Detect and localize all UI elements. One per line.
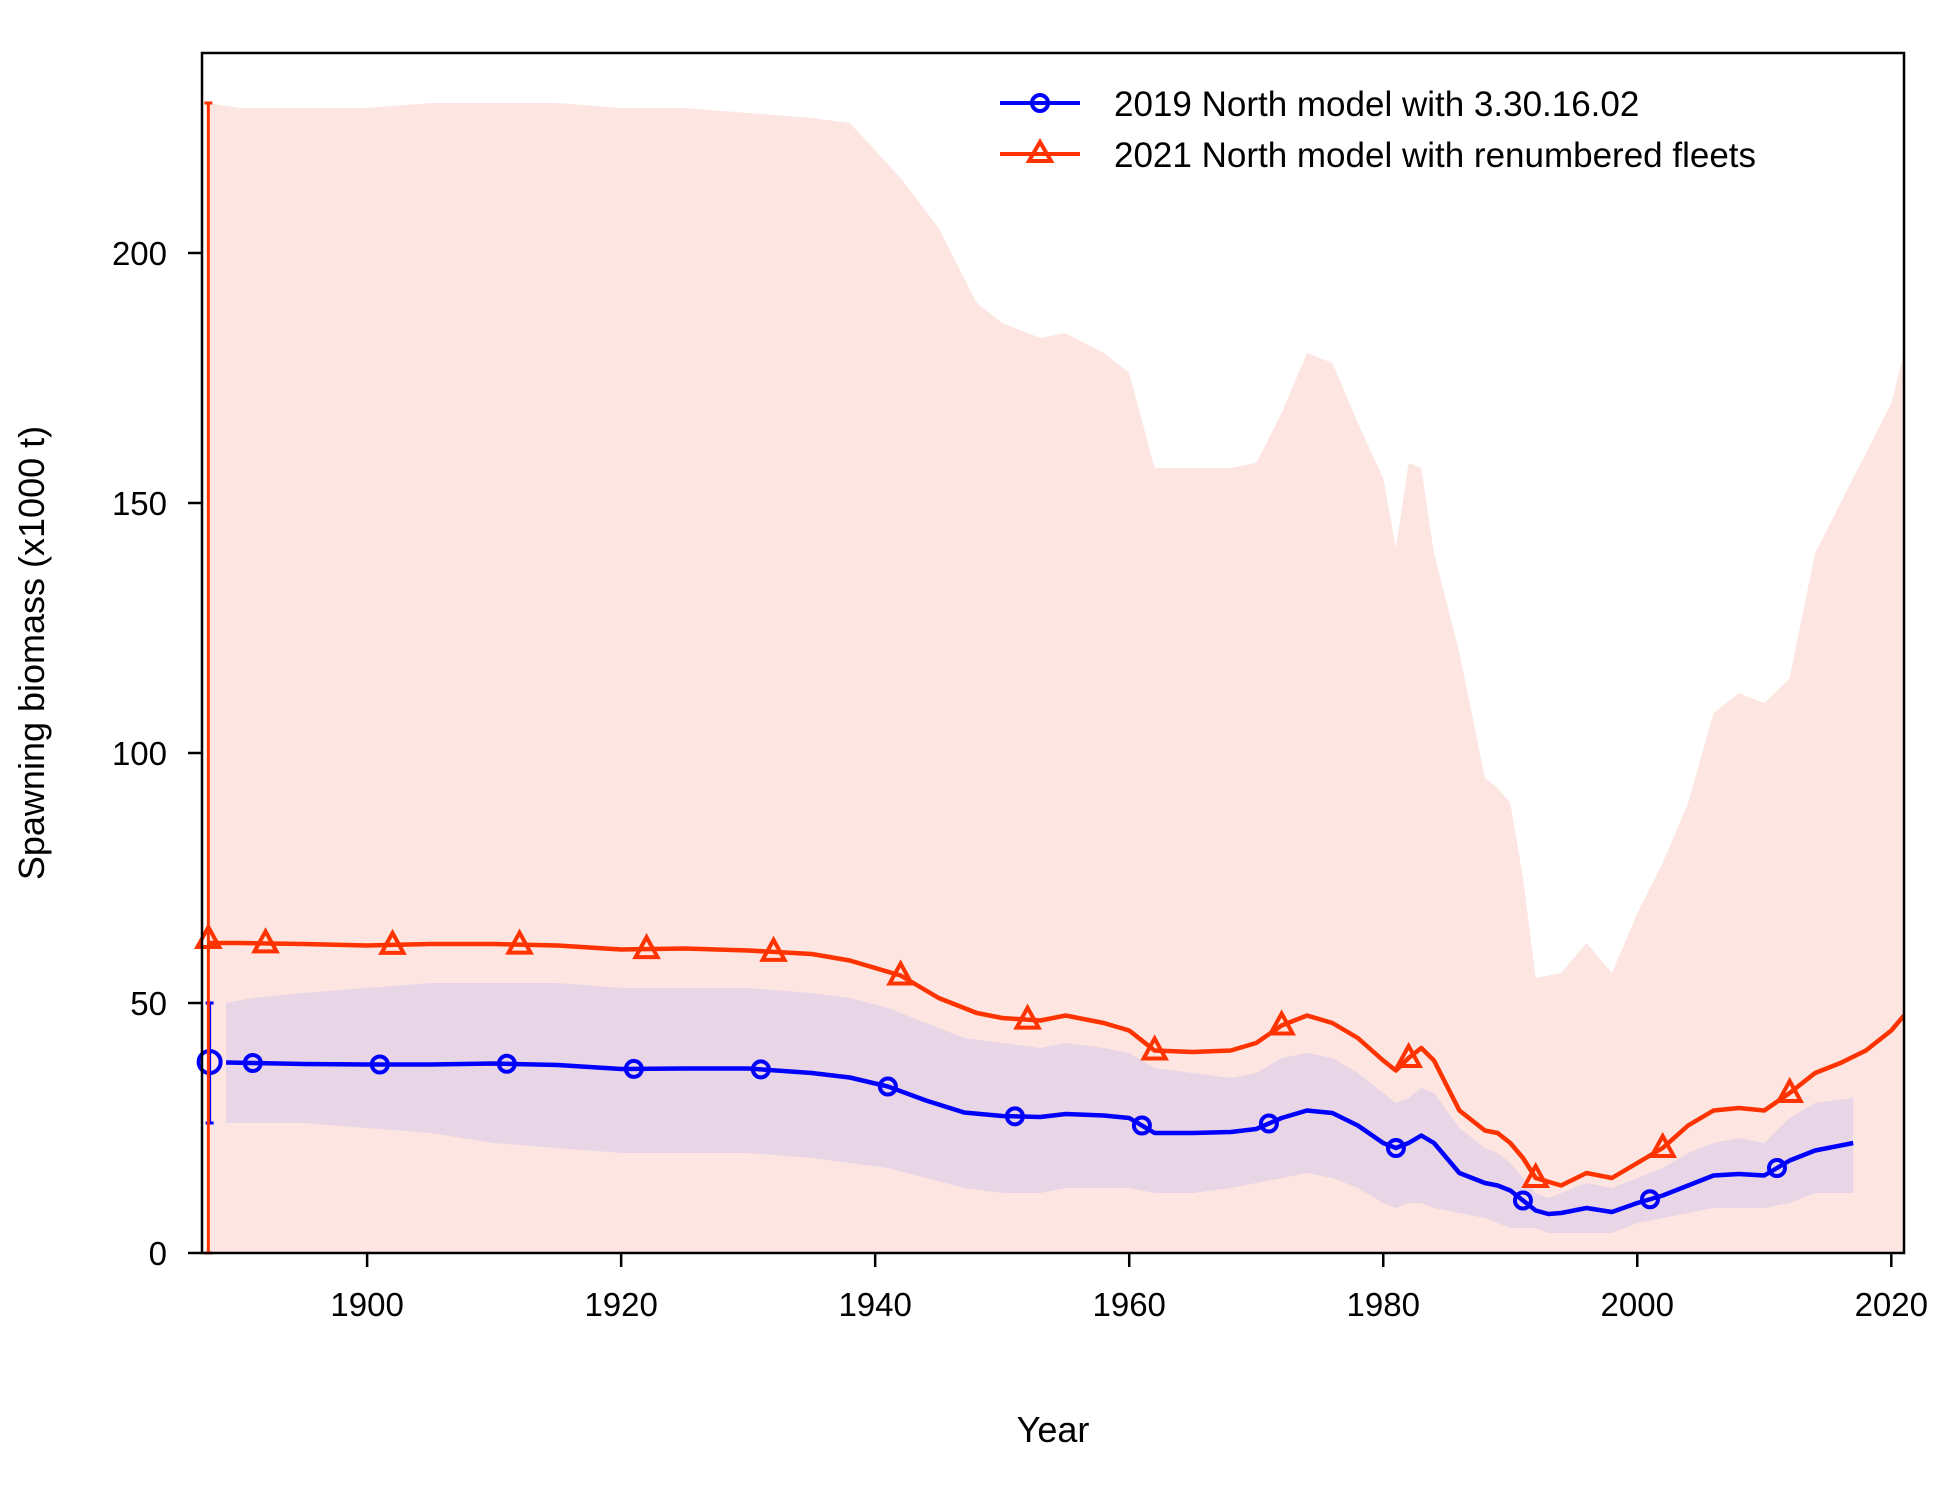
data-point-0-13 <box>1766 1158 1787 1178</box>
data-point-0-4 <box>623 1058 644 1079</box>
confidence-band-0 <box>226 983 1854 1233</box>
data-point-1-2 <box>378 928 407 955</box>
series-lines <box>208 940 1904 1217</box>
x-tick-label: 2020 <box>1855 1286 1928 1323</box>
x-tick-label: 1980 <box>1347 1286 1420 1323</box>
legend-marker-2021 <box>1025 138 1055 163</box>
data-point-1-7 <box>1013 1003 1042 1030</box>
data-point-0-9 <box>1258 1113 1279 1134</box>
data-point-0-6 <box>877 1076 898 1097</box>
y-tick-label: 150 <box>112 485 167 522</box>
data-point-1-13 <box>1775 1076 1805 1103</box>
y-tick-label: 0 <box>149 1235 167 1272</box>
data-point-1-8 <box>1140 1034 1169 1061</box>
data-point-0-1 <box>242 1053 263 1073</box>
x-tick-label: 1920 <box>584 1286 657 1323</box>
legend: 2019 North model with 3.30.16.02 2021 No… <box>1000 85 1756 175</box>
legend-label-2021: 2021 North model with renumbered fleets <box>1114 136 1756 175</box>
data-point-0-11 <box>1512 1190 1533 1211</box>
y-axis: 0 50 100 150 200 <box>112 235 202 1272</box>
confidence-bands <box>208 103 1904 1253</box>
x-axis-title: Year <box>1017 1409 1090 1450</box>
data-point-1-3 <box>505 928 534 955</box>
data-point-0-12 <box>1639 1189 1660 1210</box>
data-point-1-10 <box>1394 1041 1424 1068</box>
data-point-1-11 <box>1521 1161 1551 1188</box>
data-point-0-3 <box>496 1053 517 1074</box>
y-axis-title: Spawning biomass (x1000 t) <box>11 426 52 880</box>
data-point-1-9 <box>1267 1009 1297 1036</box>
series-line-0 <box>226 1060 1854 1217</box>
data-point-0-5 <box>750 1059 771 1080</box>
y-tick-label: 200 <box>112 235 167 272</box>
data-point-1-12 <box>1648 1131 1678 1158</box>
plot-frame <box>200 51 1906 1255</box>
x-tick-label: 1900 <box>330 1286 403 1323</box>
data-point-1-5 <box>759 935 788 962</box>
x-axis: 1900 1920 1940 1960 1980 2000 2020 <box>330 1253 1928 1323</box>
legend-label-2019: 2019 North model with 3.30.16.02 <box>1114 85 1639 124</box>
series-line-1 <box>208 940 1904 1188</box>
legend-marker-2019 <box>1030 93 1050 113</box>
confidence-band-1 <box>208 103 1904 1253</box>
data-point-1-6 <box>886 959 915 986</box>
data-point-0-2 <box>369 1054 390 1075</box>
x-tick-label: 2000 <box>1601 1286 1674 1323</box>
x-tick-label: 1960 <box>1092 1286 1165 1323</box>
data-point-0-8 <box>1131 1115 1152 1136</box>
data-point-1-1 <box>251 927 280 954</box>
data-point-0-10 <box>1385 1138 1406 1158</box>
series-markers <box>193 101 1805 1255</box>
x-tick-label: 1940 <box>838 1286 911 1323</box>
data-point-0-7 <box>1004 1106 1025 1127</box>
data-point-1-4 <box>632 932 661 960</box>
y-tick-label: 100 <box>112 735 167 772</box>
y-tick-label: 50 <box>130 985 167 1022</box>
